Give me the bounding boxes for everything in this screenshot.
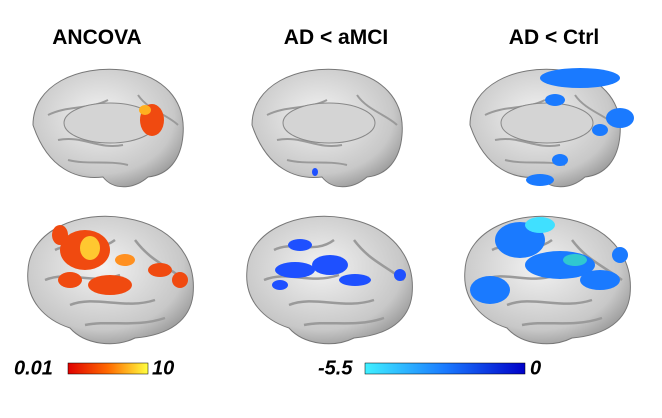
panel-title: AD < Ctrl [509,26,599,49]
colorbar [364,362,526,375]
colorbar-min-label: -5.5 [318,357,353,379]
brain-images [26,68,634,345]
colorbar [67,362,149,375]
panel-title: AD < aMCI [284,26,388,49]
colorbar-min-label: 0.01 [14,357,53,379]
colorbar-max-label: 0 [530,357,541,379]
panel-title: ANCOVA [52,26,141,49]
colorbar-max-label: 10 [152,357,174,379]
